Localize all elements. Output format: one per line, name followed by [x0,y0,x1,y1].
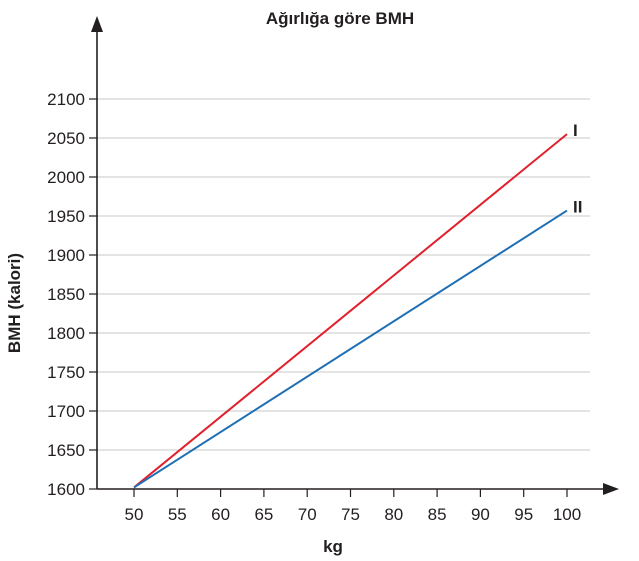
x-tick-label: 85 [428,505,447,524]
y-tick-label: 1750 [47,363,85,382]
y-axis-arrow-icon [91,16,103,32]
x-tick-label: 75 [341,505,360,524]
x-tick-label: 80 [384,505,403,524]
y-tick-label: 1900 [47,246,85,265]
y-tick-label: 1700 [47,402,85,421]
chart-title: Ağırlığa göre BMH [266,9,414,28]
y-axis-label: BMH (kalori) [5,253,24,353]
series-line-II [133,209,568,489]
y-tick-label: 1850 [47,285,85,304]
x-tick-label: 70 [298,505,317,524]
x-tick-label: 50 [125,505,144,524]
x-tick-label: 100 [553,505,581,524]
grid-layer [97,98,590,451]
x-tick-label: 95 [514,505,533,524]
ticks-layer: 1600 1650 1700 1750 1800 1850 1900 1950 2000 2050… [47,90,581,524]
x-tick-label: 60 [211,505,230,524]
series-line-I [133,133,568,489]
y-tick-label: 1800 [47,324,85,343]
y-tick-label: 1950 [47,207,85,226]
series-layer: III [133,121,582,489]
series-label: I [573,121,578,140]
x-axis-arrow-icon [603,483,619,495]
y-tick-label: 1650 [47,441,85,460]
y-tick-label: 2000 [47,168,85,187]
x-tick-label: 65 [254,505,273,524]
x-tick-label: 55 [168,505,187,524]
y-tick-label: 2100 [47,90,85,109]
y-tick-label: 1600 [47,480,85,499]
series-label: II [573,198,582,217]
x-axis-label: kg [323,537,343,556]
x-tick-label: 90 [471,505,490,524]
y-tick-label: 2050 [47,129,85,148]
